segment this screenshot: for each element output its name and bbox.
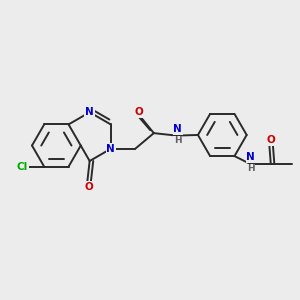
Text: O: O: [267, 135, 275, 145]
Text: H: H: [247, 164, 255, 173]
Text: N: N: [247, 152, 255, 162]
Text: O: O: [135, 107, 143, 117]
Text: N: N: [106, 144, 115, 154]
Text: N: N: [173, 124, 182, 134]
Text: N: N: [85, 107, 94, 117]
Text: O: O: [85, 182, 93, 192]
Text: Cl: Cl: [17, 162, 28, 172]
Text: H: H: [174, 136, 182, 146]
